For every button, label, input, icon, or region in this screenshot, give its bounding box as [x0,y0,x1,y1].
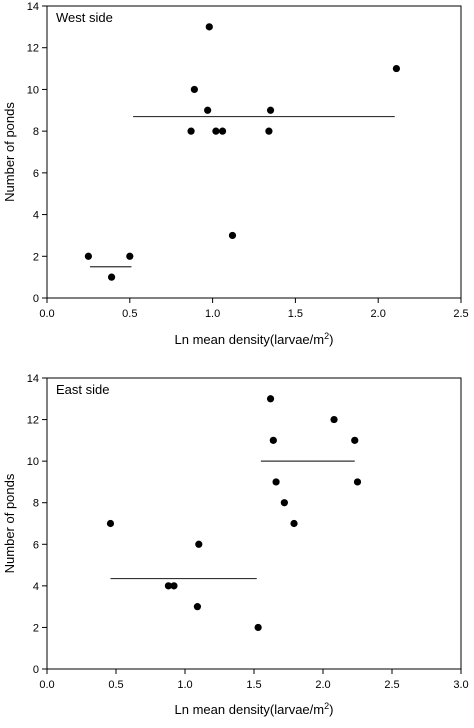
data-point [353,478,362,486]
data-point [205,23,213,31]
x-tick-label: 1.5 [246,679,261,691]
data-point [266,106,275,114]
x-axis-label: Ln mean density(larvae/m2) [175,701,334,717]
data-point [164,582,173,590]
data-point [190,85,198,94]
data-point [126,252,134,260]
data-point [351,436,359,444]
y-tick-label: 2 [33,251,39,263]
data-point [392,64,401,73]
data-point [254,623,262,632]
y-tick-label: 8 [33,126,39,138]
x-tick-label: 0.0 [39,679,54,691]
y-tick-label: 0 [33,293,39,305]
y-tick-label: 14 [27,1,39,13]
x-axis-label: Ln mean density(larvae/m2) [175,331,334,347]
chart-panel-1: 0.0 0.5 1.0 1.5 2.0 2.5 0 2 4 6 8 10 12 14 West side Ln… [2,1,469,347]
x-axis-label-close: ) [329,332,333,347]
x-tick-label: 1.0 [177,679,192,691]
data-point [193,603,202,611]
x-axis-label-close: ) [329,702,333,717]
data-point [170,582,178,590]
data-point [84,252,92,260]
y-tick-label: 8 [33,498,39,510]
data-point [204,106,212,114]
data-point [107,273,116,281]
x-tick-label: 1.0 [205,308,220,320]
panel-label: East side [56,382,109,397]
y-axis-label: Number of ponds [2,473,17,573]
x-axis-label-main: Ln mean density(larvae/m [175,702,325,717]
y-axis-label: Number of ponds [2,102,17,202]
panel-label: West side [56,10,113,25]
data-point [187,127,195,135]
data-point [265,127,273,135]
y-tick-label: 2 [33,622,39,634]
x-tick-label: 3.0 [453,679,468,691]
x-tick-label: 2.5 [384,679,399,691]
y-tick-label: 6 [33,539,39,551]
data-point [272,478,280,486]
data-point [280,499,288,507]
y-tick-label: 12 [27,415,39,427]
data-point [266,395,275,403]
data-point [212,127,220,135]
data-point [290,519,298,528]
data-point [330,415,338,424]
x-tick-label: 2.5 [453,308,468,320]
data-point [269,436,277,444]
y-tick-label: 12 [27,43,39,55]
x-tick-label: 0.5 [108,679,123,691]
data-point [228,231,237,240]
data-point [195,540,203,548]
chart-panel-2: 0.0 0.5 1.0 1.5 2.0 2.5 3.0 0 2 4 6 8 10 12 14 East sid… [2,373,469,717]
y-tick-label: 0 [33,664,39,676]
x-axis-label-main: Ln mean density(larvae/m [175,332,325,347]
x-tick-label: 0.5 [122,308,137,320]
y-tick-label: 14 [27,373,39,385]
x-tick-label: 2.0 [371,308,386,320]
y-tick-label: 10 [27,456,39,468]
y-tick-label: 4 [33,581,39,593]
y-tick-label: 6 [33,168,39,180]
plot-frame [46,5,462,299]
x-tick-label: 1.5 [288,308,303,320]
x-tick-label: 2.0 [315,679,330,691]
data-point [218,127,227,135]
x-tick-label: 0.0 [39,308,54,320]
x-axis-label-superscript: 2 [324,701,329,711]
x-axis-label-superscript: 2 [324,331,329,341]
y-tick-label: 4 [33,210,39,222]
data-point [106,519,115,528]
y-tick-label: 10 [27,84,39,96]
